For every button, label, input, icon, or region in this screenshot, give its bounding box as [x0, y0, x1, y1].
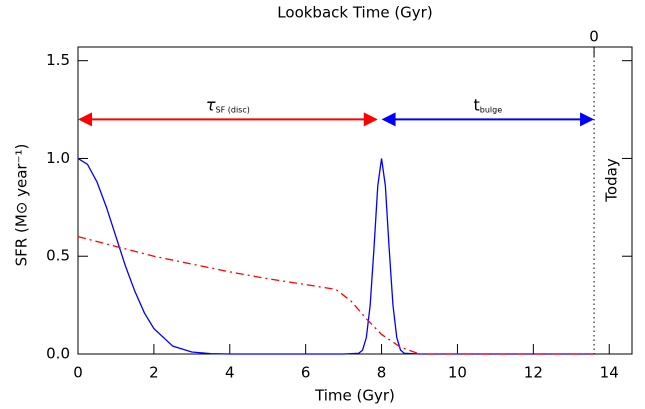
series-line [77, 157, 595, 355]
arrow-head [78, 112, 92, 127]
x-tick-label: 2 [149, 364, 159, 382]
arrow-label: τSF (disc) [206, 95, 250, 114]
y-tick-label: 0.0 [46, 345, 70, 363]
y-axis-label: SFR (M⊙ year⁻¹) [13, 144, 31, 267]
today-label: Today [603, 158, 621, 203]
y-tick-label: 1.0 [46, 149, 70, 167]
arrow-head [363, 112, 378, 127]
series-line [77, 236, 595, 355]
x-tick-label: 14 [600, 364, 619, 382]
arrow-head [381, 112, 396, 127]
x-tick-label: 10 [448, 364, 467, 382]
arrow-label: tbulge [473, 95, 502, 114]
y-tick-label: 0.5 [46, 247, 70, 265]
x-tick-label: 8 [377, 364, 387, 382]
arrow-head [580, 112, 595, 127]
arrow-label-main: τ [206, 95, 216, 114]
y-tick-label: 1.5 [46, 51, 70, 69]
x-axis-label: Time (Gyr) [314, 387, 395, 405]
arrow-label-main: t [473, 95, 479, 114]
x-tick-label: 12 [524, 364, 543, 382]
arrow-label-sub: bulge [480, 105, 502, 114]
x2-tick-label: 0 [589, 28, 599, 46]
x-tick-label: 0 [73, 364, 83, 382]
plot-frame [77, 46, 633, 355]
x-tick-label: 6 [301, 364, 311, 382]
arrow-label-sub: SF (disc) [216, 105, 250, 114]
x2-axis-label: Lookback Time (Gyr) [277, 4, 432, 22]
x-tick-label: 4 [225, 364, 235, 382]
